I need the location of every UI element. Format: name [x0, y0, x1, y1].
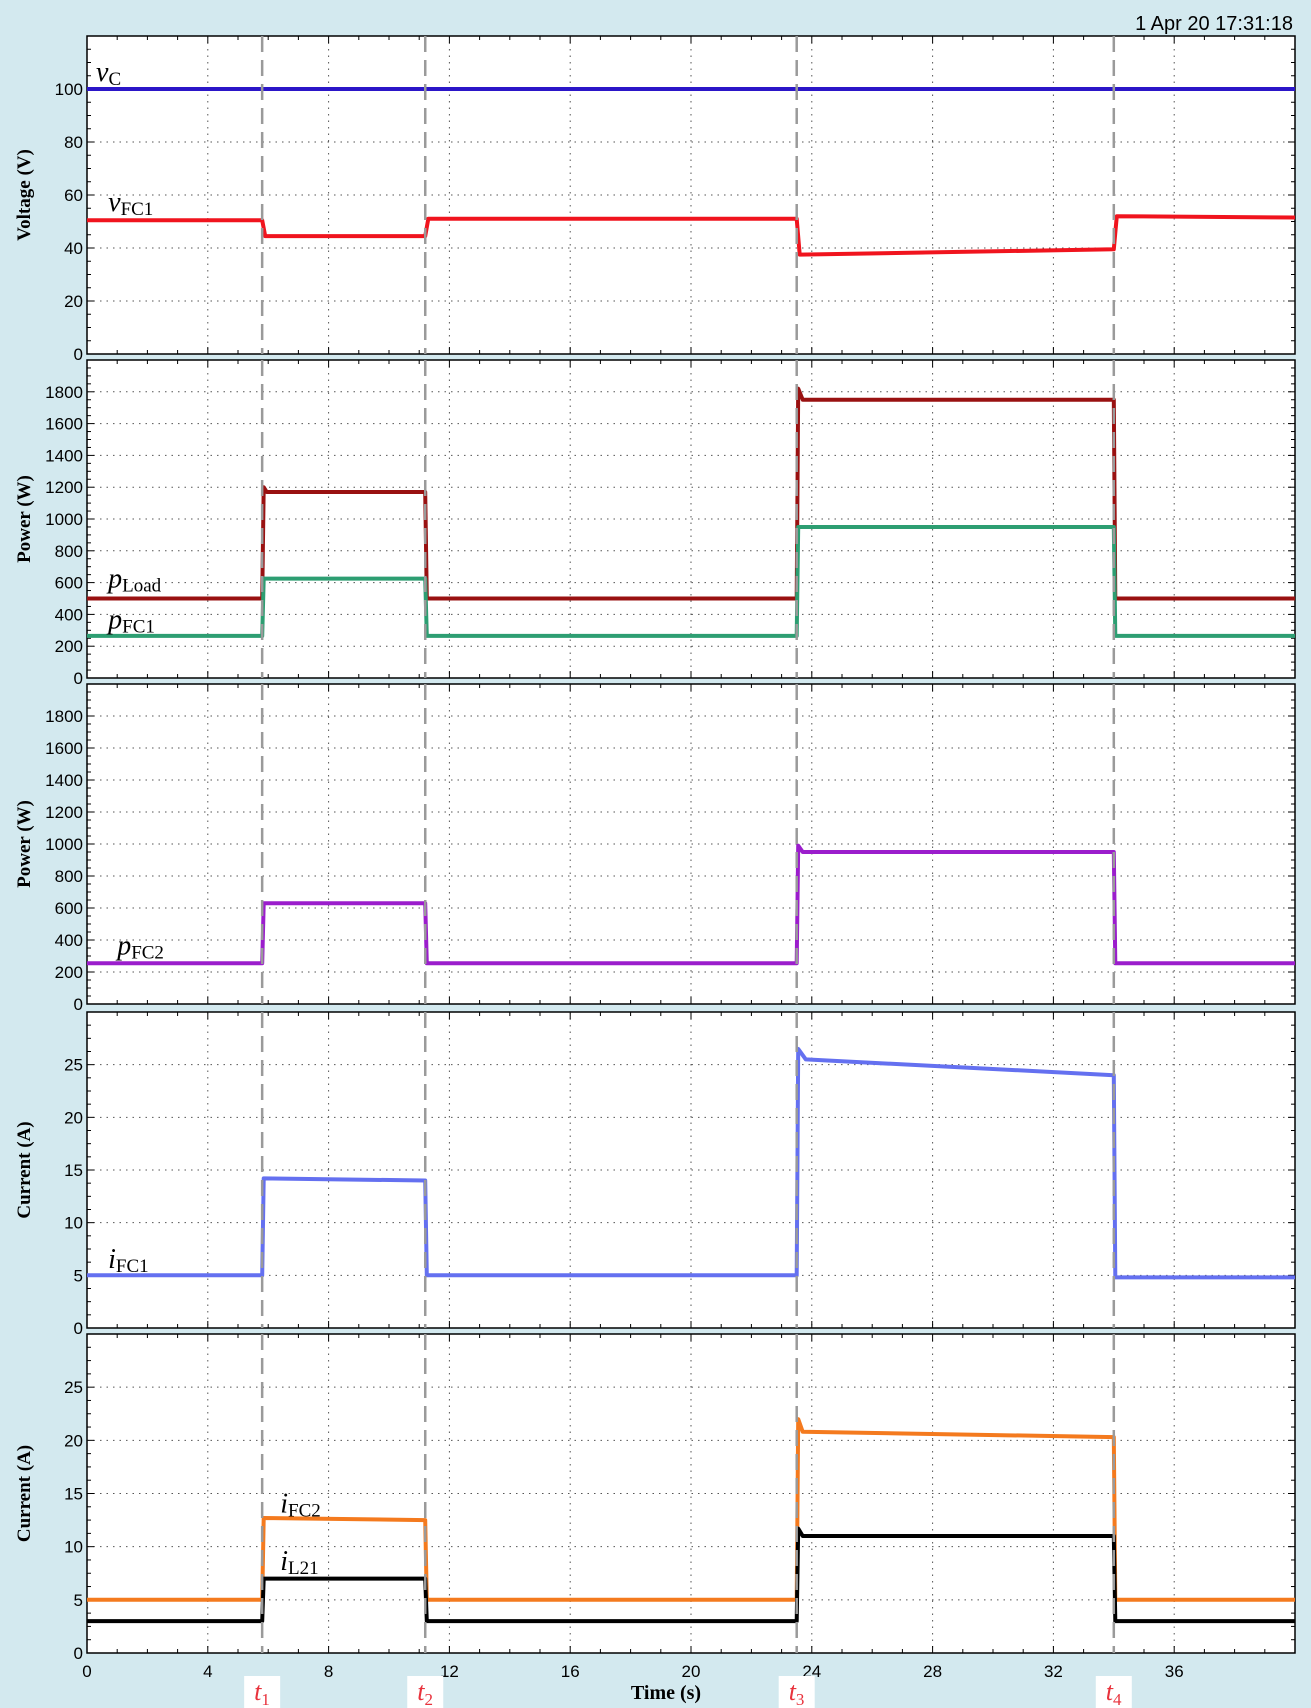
y-tick-label: 0 [74, 669, 83, 688]
y-tick-label: 15 [64, 1161, 83, 1180]
event-marker-label-3: t3 [789, 1677, 805, 1708]
series-label-pFC1: pFC1 [106, 605, 155, 638]
y-tick-label: 0 [74, 345, 83, 364]
y-tick-label: 800 [55, 542, 83, 561]
y-tick-label: 200 [55, 963, 83, 982]
series-label-vFC1: vFC1 [108, 187, 153, 220]
event-marker-box [1095, 1676, 1132, 1708]
y-tick-label: 1000 [45, 835, 83, 854]
y-tick-label: 1400 [45, 446, 83, 465]
event-marker-label-4: t4 [1106, 1677, 1122, 1708]
panel-3: 0 200 400 600 800 1000 1200 1400 1600 1800 Power (… [14, 683, 1296, 1014]
y-tick-label: 100 [55, 80, 83, 99]
y-axis-label: Voltage (V) [14, 149, 35, 241]
y-tick-label: 0 [74, 1644, 83, 1663]
y-tick-label: 15 [64, 1485, 83, 1504]
y-tick-label: 5 [74, 1591, 83, 1610]
series-label-iFC2: iFC2 [280, 1489, 321, 1522]
y-tick-label: 25 [64, 1056, 83, 1075]
series-label-vC: vC [96, 57, 121, 90]
y-axis-label: Current (A) [14, 1121, 35, 1218]
series-label-pFC2: pFC2 [115, 930, 164, 963]
x-tick-label: 28 [923, 1662, 942, 1681]
y-tick-label: 0 [74, 995, 83, 1014]
y-tick-label: 40 [64, 239, 83, 258]
series-line-vFC1 [87, 214, 1296, 257]
y-tick-label: 400 [55, 931, 83, 950]
event-marker-box [778, 1676, 815, 1708]
y-tick-label: 1600 [45, 415, 83, 434]
x-tick-label: 20 [682, 1662, 701, 1681]
x-tick-label: 12 [440, 1662, 459, 1681]
y-axis-label: Power (W) [14, 800, 35, 888]
y-tick-label: 20 [64, 1108, 83, 1127]
y-tick-label: 1200 [45, 478, 83, 497]
y-tick-label: 600 [55, 574, 83, 593]
x-tick-label: 32 [1044, 1662, 1063, 1681]
y-tick-label: 600 [55, 899, 83, 918]
y-tick-label: 1800 [45, 707, 83, 726]
y-tick-label: 60 [64, 186, 83, 205]
panel-4: 0 5 10 15 20 25 Current (A) iFC1 [14, 1011, 1296, 1338]
y-tick-label: 1800 [45, 383, 83, 402]
event-marker-box [407, 1676, 444, 1708]
y-tick-label: 1600 [45, 739, 83, 758]
y-tick-label: 0 [74, 1319, 83, 1338]
event-marker-label-2: t2 [417, 1677, 433, 1708]
y-tick-label: 25 [64, 1378, 83, 1397]
x-tick-label: 8 [324, 1662, 333, 1681]
series-label-iFC1: iFC1 [108, 1244, 149, 1277]
panel-1: 0 20 40 60 80 100 Voltage (V) vC vFC1 [14, 35, 1296, 364]
y-tick-label: 800 [55, 867, 83, 886]
y-tick-label: 20 [64, 1431, 83, 1450]
y-tick-label: 1400 [45, 771, 83, 790]
y-tick-label: 10 [64, 1214, 83, 1233]
y-axis-label: Current (A) [14, 1445, 35, 1542]
y-tick-label: 80 [64, 133, 83, 152]
y-tick-label: 400 [55, 605, 83, 624]
series-label-iL21: iL21 [280, 1546, 318, 1579]
series-label-pLoad: pLoad [106, 563, 162, 596]
x-axis-label: Time (s) [631, 1682, 701, 1704]
event-marker-label-1: t1 [254, 1677, 270, 1708]
x-tick-label: 16 [561, 1662, 580, 1681]
x-tick-label: 0 [82, 1662, 91, 1681]
panel-2: 0 200 400 600 800 1000 1200 1400 1600 1800 Power (… [14, 359, 1296, 688]
y-tick-label: 1200 [45, 803, 83, 822]
y-tick-label: 200 [55, 637, 83, 656]
y-tick-label: 5 [74, 1266, 83, 1285]
y-tick-label: 1000 [45, 510, 83, 529]
x-tick-label: 4 [203, 1662, 212, 1681]
y-tick-label: 20 [64, 292, 83, 311]
timestamp: 1 Apr 20 17:31:18 [1135, 13, 1293, 35]
event-marker-box [244, 1676, 281, 1708]
y-axis-label: Power (W) [14, 475, 35, 563]
x-tick-label: 36 [1165, 1662, 1184, 1681]
y-tick-label: 10 [64, 1538, 83, 1557]
